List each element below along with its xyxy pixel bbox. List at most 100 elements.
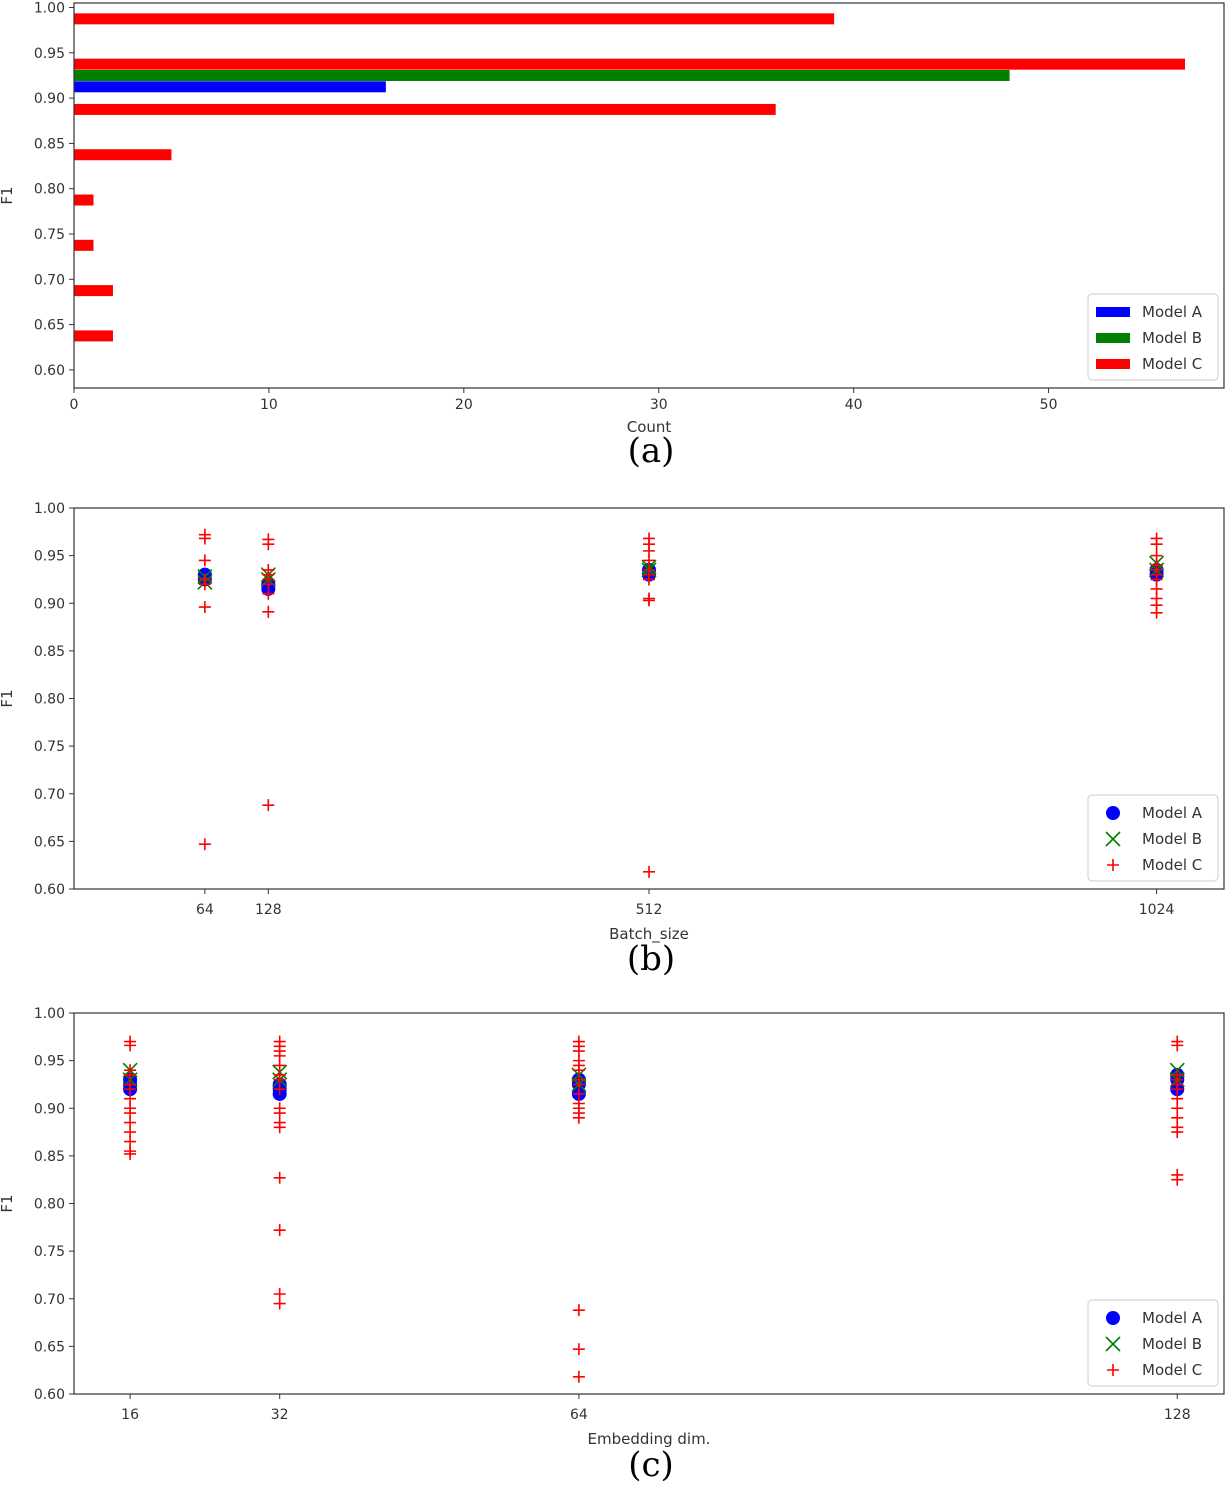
y-tick-label: 0.80 <box>34 692 65 708</box>
x-tick-label: 64 <box>196 902 214 918</box>
legend: Model A Model B Model C <box>1087 293 1219 381</box>
point-model-c <box>1150 538 1163 551</box>
y-tick-label: 0.85 <box>34 1149 65 1165</box>
point-model-c <box>198 578 211 591</box>
legend-box <box>1087 794 1219 882</box>
point-model-c <box>273 1121 286 1134</box>
x-tick-label: 50 <box>1040 397 1058 413</box>
point-model-c <box>198 601 211 614</box>
point-model-c <box>273 1171 286 1184</box>
x-tick-label: 128 <box>255 902 282 918</box>
point-model-c <box>643 594 655 607</box>
point-model-c <box>262 605 275 618</box>
chart-panel-b: 0.60 0.65 0.70 0.75 0.80 0.85 0.90 0.95 1.00 64 12… <box>0 501 1225 979</box>
legend: Model A Model B Model C <box>1087 1299 1219 1387</box>
plot-frame <box>73 507 1225 890</box>
x-tick-label: 512 <box>636 902 663 918</box>
y-tick-label: 0.85 <box>34 136 65 152</box>
y-tick-label: 0.60 <box>34 882 65 898</box>
y-tick-label: 0.65 <box>34 834 65 850</box>
y-tick-label: 0.65 <box>34 1339 65 1355</box>
point-model-c <box>273 1083 286 1096</box>
bar-model-c <box>74 58 1186 70</box>
y-tick-label: 0.80 <box>34 182 65 198</box>
legend: Model A Model B Model C <box>1087 794 1219 882</box>
x-tick-label: 64 <box>570 1407 588 1423</box>
point-model-c <box>1171 1173 1184 1186</box>
point-model-c <box>262 799 275 812</box>
point-model-c <box>198 838 211 851</box>
y-tick-label: 0.90 <box>34 596 65 612</box>
plot-frame <box>73 1012 1225 1395</box>
point-model-c <box>124 1039 137 1052</box>
legend-label: Model B <box>1142 1335 1202 1353</box>
point-model-c <box>1150 606 1163 619</box>
y-tick-label: 0.70 <box>34 1292 65 1308</box>
y-tick-label: 0.85 <box>34 644 65 660</box>
x-axis-label: Embedding dim. <box>588 1430 711 1448</box>
legend-swatch <box>1096 307 1130 317</box>
y-tick-label: 0.60 <box>34 363 65 379</box>
y-tick-label: 0.80 <box>34 1197 65 1213</box>
x-axis-label: Batch_size <box>609 925 689 944</box>
x-axis-label: Count <box>627 418 672 436</box>
point-model-c <box>572 1343 585 1356</box>
legend-box <box>1087 1299 1219 1387</box>
x-tick-label: 20 <box>455 397 473 413</box>
legend-label: Model C <box>1142 1361 1202 1379</box>
y-tick-label: 1.00 <box>34 1 65 17</box>
bar-model-a <box>74 81 386 93</box>
y-tick-label: 0.90 <box>34 91 65 107</box>
x-tick-label: 1024 <box>1139 902 1175 918</box>
figure-caption: (c) <box>628 1445 674 1485</box>
point-model-c <box>262 538 275 551</box>
chart-panel-c: 0.60 0.65 0.70 0.75 0.80 0.85 0.90 0.95 1.00 16 32… <box>0 1006 1225 1485</box>
x-tick-label: 32 <box>271 1407 289 1423</box>
legend-label: Model A <box>1142 1309 1203 1327</box>
y-tick-label: 0.95 <box>34 1054 65 1070</box>
point-model-c <box>572 1304 585 1317</box>
y-axis-label: F1 <box>0 186 16 204</box>
bar-model-c <box>74 13 835 25</box>
legend-swatch <box>1107 859 1119 871</box>
y-tick-label: 0.75 <box>34 739 65 755</box>
y-tick-label: 0.75 <box>34 1244 65 1260</box>
y-tick-label: 1.00 <box>34 501 65 517</box>
bar-model-c <box>74 239 94 251</box>
x-tick-label: 0 <box>70 397 79 413</box>
legend-swatch <box>1107 1364 1119 1376</box>
plot-frame <box>73 2 1225 389</box>
point-model-c <box>572 1370 585 1383</box>
bar-model-c <box>74 103 776 115</box>
figure-caption: (b) <box>627 939 675 979</box>
y-tick-label: 0.90 <box>34 1101 65 1117</box>
point-model-c <box>1171 1039 1184 1052</box>
point-model-c <box>643 573 655 586</box>
legend-label: Model C <box>1142 355 1202 373</box>
bar-model-c <box>74 285 113 297</box>
legend-marker <box>1107 859 1119 871</box>
point-model-c <box>262 587 275 600</box>
y-tick-label: 0.65 <box>34 318 65 334</box>
legend-label: Model C <box>1142 856 1202 874</box>
point-model-c <box>124 1147 137 1160</box>
legend-bar-swatch <box>1096 359 1130 369</box>
legend-swatch <box>1105 831 1121 847</box>
legend-marker <box>1105 1336 1121 1352</box>
chart-panel-a: 0.60 0.65 0.70 0.75 0.80 0.85 0.90 0.95 1.00 0 10 2… <box>0 1 1225 471</box>
legend-bar-swatch <box>1096 307 1130 317</box>
legend-swatch <box>1105 1336 1121 1352</box>
legend-label: Model A <box>1142 303 1203 321</box>
point-model-c <box>643 865 655 878</box>
point-model-c <box>198 532 211 545</box>
y-tick-label: 0.95 <box>34 549 65 565</box>
legend-bar-swatch <box>1096 333 1130 343</box>
x-tick-label: 40 <box>845 397 863 413</box>
point-model-c <box>273 1224 286 1237</box>
legend-label: Model B <box>1142 830 1202 848</box>
y-tick-label: 0.75 <box>34 227 65 243</box>
point-model-c <box>1171 1126 1184 1139</box>
bar-model-c <box>74 149 172 161</box>
y-tick-label: 0.60 <box>34 1387 65 1403</box>
legend-marker <box>1106 806 1120 820</box>
